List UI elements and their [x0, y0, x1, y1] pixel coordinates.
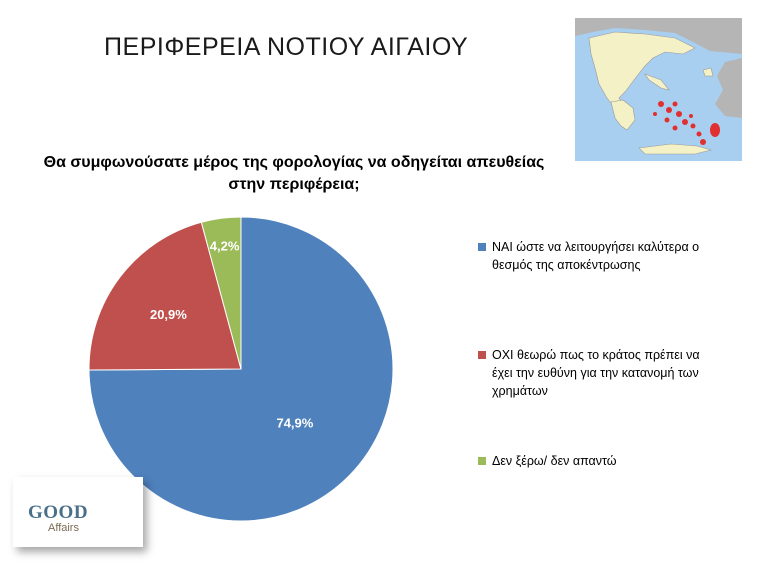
map-south-aegean-islands: [653, 101, 720, 145]
pie-slice-3: [200, 216, 242, 370]
pie-slice-1: [88, 216, 394, 522]
logo-affairs-text: Affairs: [48, 522, 79, 534]
slide-title: ΠΕΡΙΦΕΡΕΙΑ ΝΟΤΙΟΥ ΑΙΓΑΙΟΥ: [104, 33, 469, 61]
question-line-2: στην περιφέρεια;: [228, 176, 360, 193]
pie-data-label-1: 74,9%: [276, 416, 313, 431]
map-lesvos: [702, 67, 714, 77]
legend-label-3: Δεν ξέρω/ δεν απαντώ: [492, 454, 617, 468]
map-neighbor-countries: [575, 18, 742, 54]
pie-data-label-2: 20,9%: [150, 307, 187, 322]
logo-card: [13, 477, 143, 547]
map-crete: [638, 143, 713, 155]
pie-slice-2: [88, 221, 242, 371]
logo-good-text: GOOD: [28, 502, 89, 523]
legend-swatch-1: [478, 243, 486, 251]
pie-data-label-3: 4,2%: [210, 238, 240, 253]
map-evia: [644, 73, 670, 91]
legend-label-1: ΝΑΙ ώστε να λειτουργήσει καλύτερα ο θεσμ…: [492, 240, 700, 272]
map-mainland: [588, 31, 696, 123]
legend-swatch-2: [478, 351, 486, 359]
legend-swatch-3: [478, 457, 486, 465]
question-line-1: Θα συμφωνούσατε μέρος της φορολογίας να …: [43, 154, 545, 171]
map-turkey: [715, 58, 742, 118]
greece-map-image: [575, 18, 742, 161]
map-peloponnese: [610, 99, 636, 131]
chart-question: Θα συμφωνούσατε μέρος της φορολογίας να …: [14, 152, 574, 196]
legend-label-2: ΟΧΙ θεωρώ πως το κράτος πρέπει να έχει τ…: [492, 348, 700, 398]
region-map: [575, 18, 742, 161]
